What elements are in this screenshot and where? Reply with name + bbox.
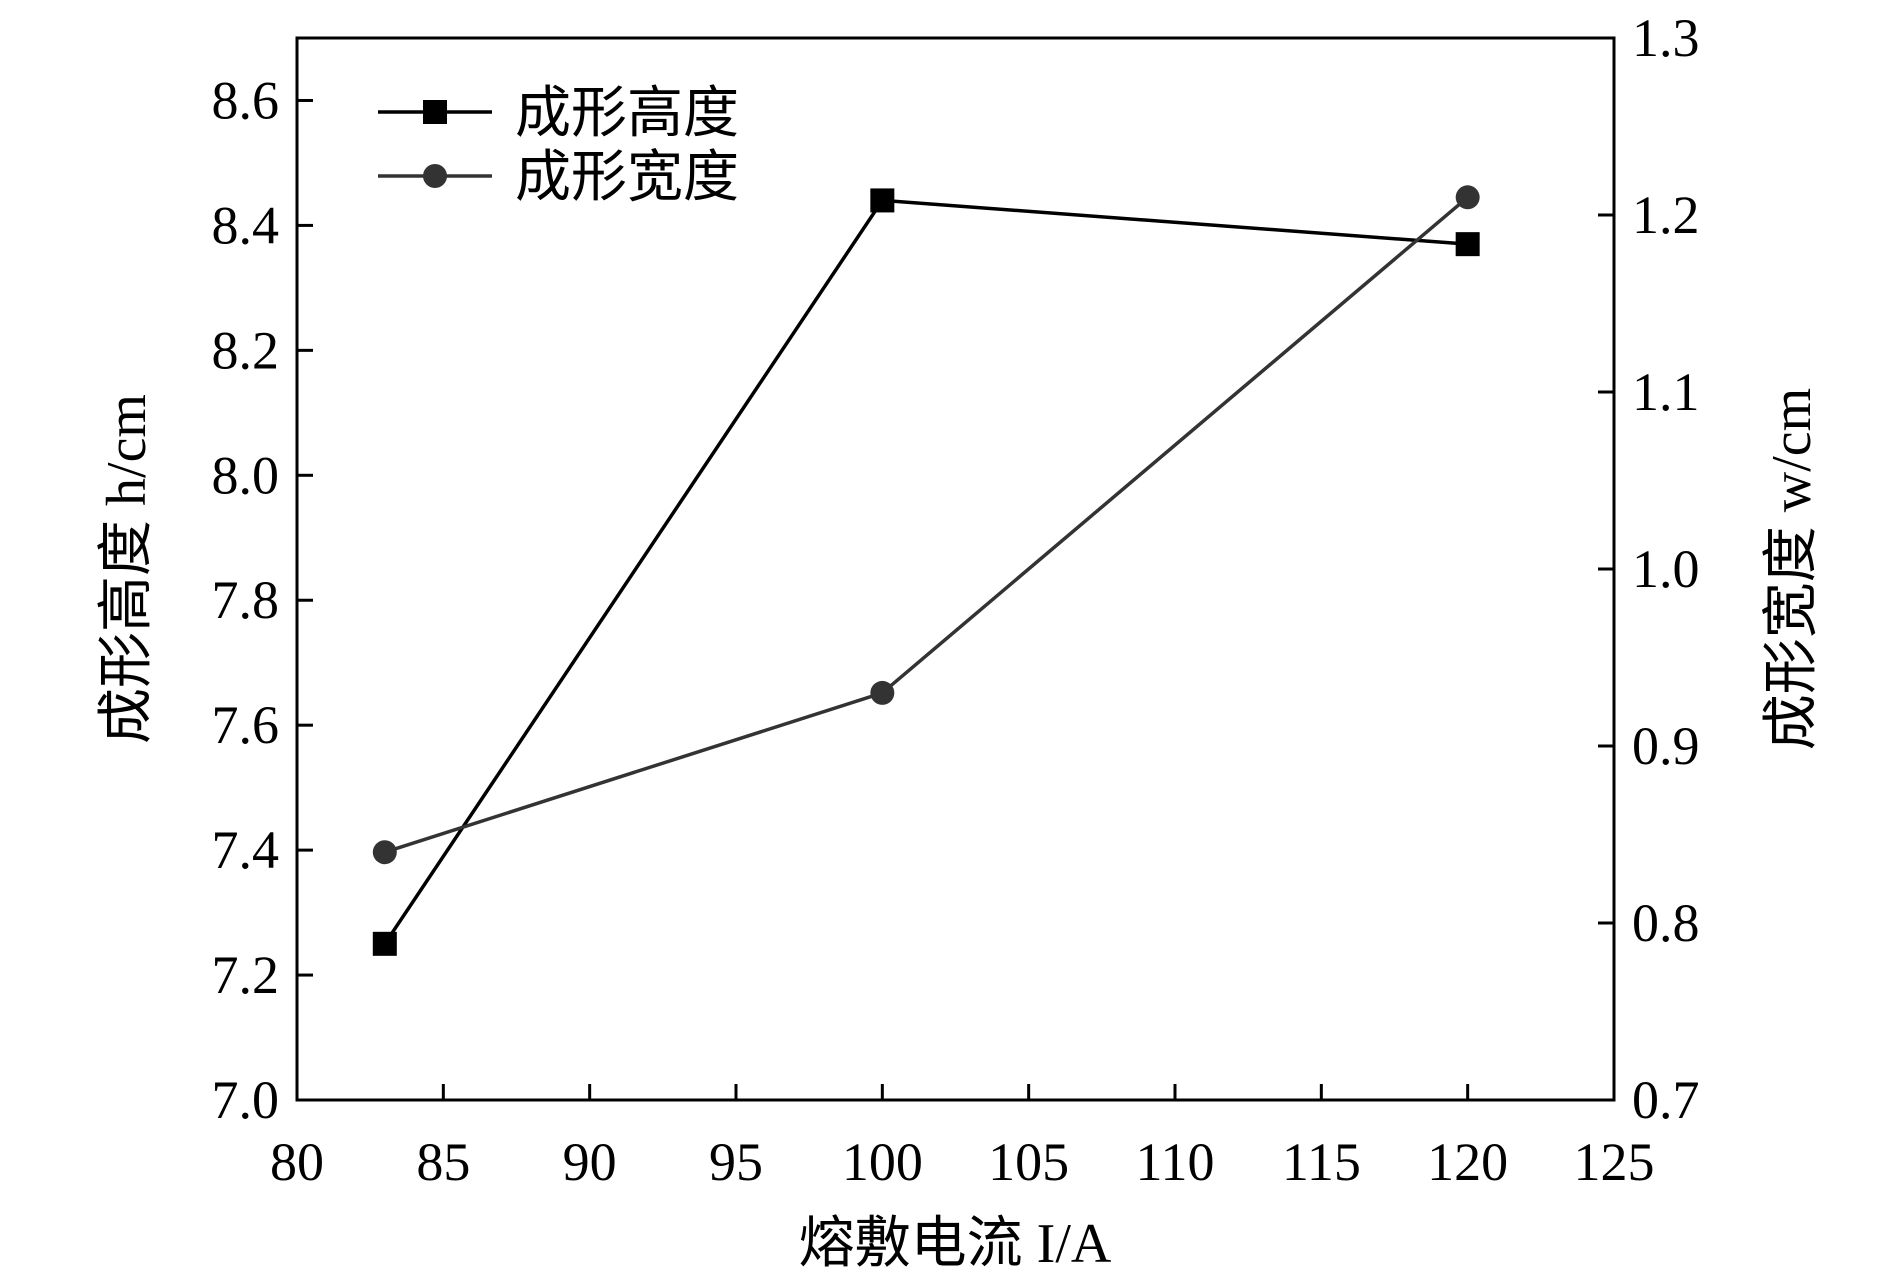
x-tick-label: 120 (1427, 1132, 1508, 1192)
left-y-tick-label: 8.0 (212, 445, 280, 505)
series-layer (372, 185, 1480, 956)
left-y-tick-label: 7.0 (212, 1070, 280, 1130)
left-y-tick-label: 7.8 (212, 570, 280, 630)
right-y-axis-ticks: 0.7 0.8 0.9 1.0 1.1 1.2 1.3 (1598, 8, 1700, 1130)
x-axis-ticks: 80 85 90 95 100 105 110 115 120 125 (270, 1084, 1655, 1192)
legend-marker-height (423, 100, 447, 124)
x-tick-label: 110 (1136, 1132, 1215, 1192)
x-axis-title: 熔敷电流 I/A (799, 1213, 1112, 1271)
left-y-tick-label: 7.2 (212, 945, 280, 1005)
x-tick-label: 90 (563, 1132, 617, 1192)
right-y-tick-label: 1.1 (1632, 362, 1700, 422)
x-tick-label: 100 (842, 1132, 923, 1192)
x-tick-label: 105 (988, 1132, 1069, 1192)
right-y-tick-label: 0.9 (1632, 716, 1700, 776)
series-line-width (384, 195, 1469, 854)
plot-frame (295, 36, 1616, 1102)
data-point-width (372, 840, 397, 865)
left-y-tick-label: 8.6 (212, 70, 280, 130)
data-point-height (1455, 232, 1480, 257)
right-y-tick-label: 1.2 (1632, 185, 1700, 245)
data-point-width (1455, 185, 1480, 210)
x-tick-label: 115 (1282, 1132, 1361, 1192)
legend-label-width: 成形宽度 (515, 147, 739, 209)
left-y-tick-label: 8.4 (212, 195, 280, 255)
right-y-tick-label: 0.7 (1632, 1070, 1700, 1130)
left-y-tick-label: 7.6 (212, 695, 280, 755)
data-point-width (870, 680, 895, 705)
data-point-height (372, 931, 397, 956)
x-tick-label: 95 (709, 1132, 763, 1192)
x-tick-label: 85 (416, 1132, 470, 1192)
legend-label-height: 成形高度 (515, 83, 739, 145)
right-y-tick-label: 0.8 (1632, 893, 1700, 953)
left-y-tick-label: 8.2 (212, 320, 280, 380)
right-y-tick-label: 1.0 (1632, 539, 1700, 599)
right-y-tick-label: 1.3 (1632, 8, 1700, 68)
left-y-tick-label: 7.4 (212, 820, 280, 880)
left-y-axis-title: 成形高度 h/cm (96, 394, 158, 744)
right-y-axis-title: 成形宽度 w/cm (1761, 388, 1823, 750)
legend-marker-width (423, 164, 447, 188)
series-line-height (383, 198, 1468, 945)
left-y-axis-ticks: 7.0 7.2 7.4 7.6 7.8 8.0 8.2 8.4 8.6 (212, 70, 313, 1130)
data-point-height (870, 188, 895, 213)
x-tick-label: 125 (1574, 1132, 1655, 1192)
x-tick-label: 80 (270, 1132, 324, 1192)
